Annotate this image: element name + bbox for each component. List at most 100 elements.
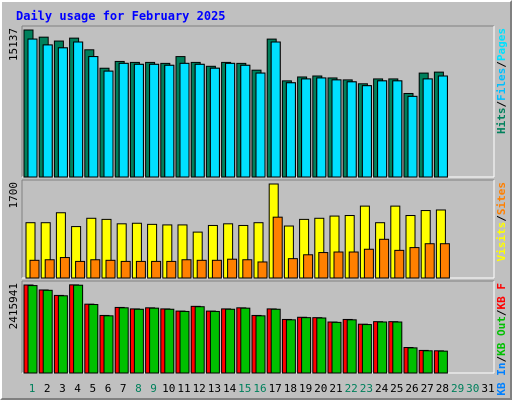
legend-kbf-kbin-kbout: KB In/KB Out/KB F: [495, 283, 508, 396]
bar-pages-day-18: [285, 82, 296, 178]
bar-kb-out-day-10: [164, 308, 175, 374]
legend-separator: /: [495, 309, 508, 316]
day-label-22: 22: [345, 382, 358, 395]
bar-pages-day-28: [437, 75, 448, 178]
legend-separator: /: [495, 356, 508, 363]
bar-sites-day-8: [135, 260, 146, 279]
legend-entry-pages: Pages: [495, 28, 508, 61]
bar-pages-day-7: [118, 62, 129, 178]
bar-sites-day-3: [59, 257, 70, 279]
bar-sites-day-9: [151, 260, 162, 279]
bar-kb-out-day-14: [225, 308, 236, 374]
day-label-30: 30: [466, 382, 479, 395]
bar-sites-day-17: [272, 216, 283, 279]
bar-kb-out-day-15: [240, 307, 251, 374]
bar-kb-out-day-18: [285, 319, 296, 374]
legend-entry-hits: Hits: [495, 108, 508, 135]
bar-pages-day-14: [225, 62, 236, 178]
bar-kb-out-day-12: [194, 306, 205, 374]
bar-sites-day-5: [90, 259, 101, 279]
bar-sites-day-27: [424, 243, 435, 279]
bar-sites-day-23: [363, 248, 374, 279]
bar-pages-day-4: [73, 41, 84, 178]
bar-pages-day-17: [270, 41, 281, 178]
bar-kb-out-day-20: [316, 317, 327, 374]
day-label-25: 25: [390, 382, 403, 395]
day-label-15: 15: [238, 382, 251, 395]
legend-entry-kb-in: KB In: [495, 363, 508, 396]
bar-kb-out-day-19: [301, 317, 312, 374]
bar-kb-out-day-17: [270, 308, 281, 374]
bar-kb-out-day-1: [27, 285, 38, 374]
legend-entry-kb-f: KB F: [495, 283, 508, 310]
bar-pages-day-27: [422, 78, 433, 178]
bar-sites-day-6: [105, 259, 116, 279]
bar-sites-day-20: [318, 252, 329, 279]
bar-pages-day-2: [42, 44, 53, 178]
bar-pages-day-26: [407, 95, 418, 178]
bar-pages-day-15: [240, 64, 251, 178]
day-label-28: 28: [436, 382, 449, 395]
day-label-20: 20: [314, 382, 327, 395]
day-label-27: 27: [421, 382, 434, 395]
bar-sites-day-16: [257, 261, 268, 279]
bar-pages-day-5: [88, 56, 99, 178]
day-label-13: 13: [208, 382, 221, 395]
bar-pages-day-3: [57, 47, 68, 178]
bar-kb-out-day-25: [392, 321, 403, 374]
day-label-3: 3: [59, 382, 66, 395]
bar-sites-day-18: [287, 258, 298, 279]
bar-kb-out-day-21: [331, 321, 342, 374]
bar-sites-day-13: [211, 259, 222, 279]
bar-sites-day-2: [44, 259, 55, 279]
day-label-11: 11: [177, 382, 190, 395]
bar-pages-day-21: [331, 79, 342, 178]
bar-pages-day-9: [149, 63, 160, 178]
bar-pages-day-12: [194, 63, 205, 178]
bar-kb-out-day-13: [209, 310, 220, 374]
legend-visits-sites: Visits/Sites: [495, 182, 508, 262]
day-labels: 1 2 3 4 5 6 7 8 9 10 11 12 13 14 15 16 17 18 19 20 21 22 23 24 2…: [29, 382, 495, 395]
y-max-label: 1700: [7, 182, 20, 209]
bar-sites-day-15: [242, 259, 253, 279]
bar-kb-out-day-26: [407, 347, 418, 374]
day-label-24: 24: [375, 382, 389, 395]
bar-pages-day-22: [346, 81, 357, 178]
bar-sites-day-14: [227, 258, 238, 279]
bar-kb-out-day-4: [73, 284, 84, 374]
y-max-label: 2415941: [7, 283, 20, 329]
day-label-14: 14: [223, 382, 237, 395]
bar-pages-day-11: [179, 62, 190, 178]
legend-separator: /: [495, 215, 508, 222]
bar-pages-day-25: [392, 80, 403, 178]
bar-pages-day-10: [164, 64, 175, 178]
day-label-26: 26: [405, 382, 418, 395]
bar-kb-out-day-22: [346, 319, 357, 374]
day-label-17: 17: [269, 382, 282, 395]
bar-kb-out-day-7: [118, 307, 129, 374]
chart-title: Daily usage for February 2025: [16, 9, 226, 23]
day-label-6: 6: [105, 382, 112, 395]
day-label-21: 21: [329, 382, 342, 395]
bar-kb-out-day-2: [42, 289, 53, 374]
day-label-12: 12: [193, 382, 206, 395]
day-label-10: 10: [162, 382, 175, 395]
bar-pages-day-20: [316, 77, 327, 178]
bar-kb-out-day-24: [377, 321, 388, 374]
bar-kb-out-day-8: [133, 308, 144, 374]
day-label-5: 5: [89, 382, 96, 395]
legend-entry-sites: Sites: [495, 182, 508, 215]
bar-pages-day-19: [301, 78, 312, 178]
day-label-1: 1: [29, 382, 36, 395]
day-label-2: 2: [44, 382, 51, 395]
bar-sites-day-10: [166, 260, 177, 279]
bar-sites-day-7: [120, 260, 131, 279]
bar-kb-out-day-5: [88, 304, 99, 374]
legend-entry-kb-out: KB Out: [495, 316, 508, 356]
bar-pages-day-23: [361, 85, 372, 178]
bar-kb-out-day-16: [255, 315, 266, 374]
legend-entry-visits: Visits: [495, 222, 508, 262]
